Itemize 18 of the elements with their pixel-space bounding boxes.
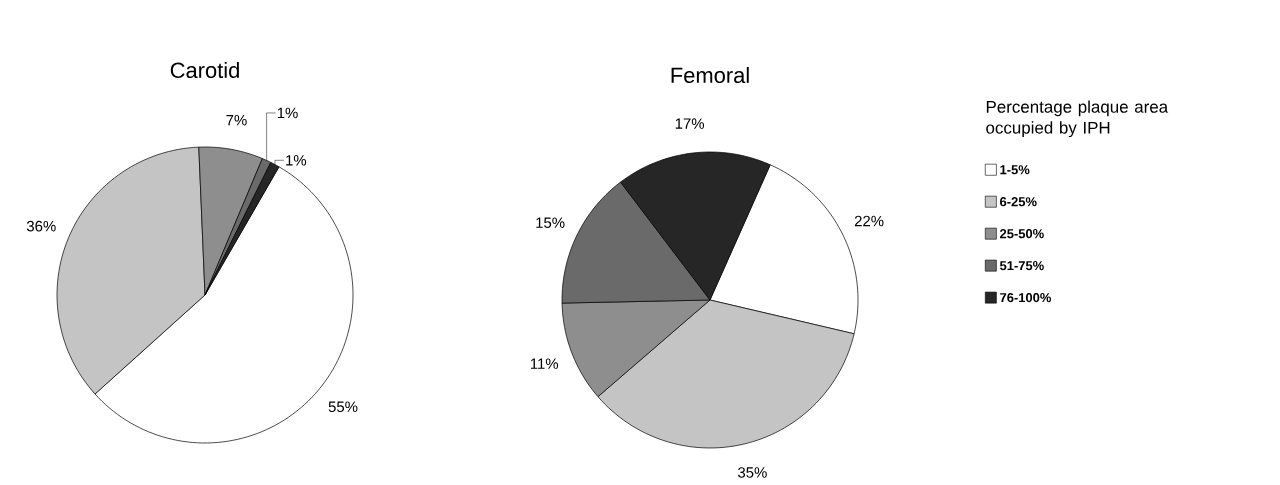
data-label: 36%	[26, 220, 56, 232]
chart-title: Femoral	[671, 66, 749, 84]
data-label: 15%	[536, 217, 565, 228]
legend-label: 1-5%	[1000, 165, 1030, 175]
data-label: 17%	[675, 118, 705, 129]
legend-label: 76-100%	[1000, 293, 1052, 303]
legend-title: Percentage plaque area occupied by IPH	[986, 100, 1169, 138]
chart-title: Carotid	[170, 61, 239, 79]
legend-label: 51-75%	[999, 261, 1044, 271]
data-label: 22%	[854, 215, 884, 227]
data-label: 35%	[737, 467, 767, 478]
legend-label: 25-50%	[1000, 229, 1044, 239]
data-label: 1%	[286, 155, 307, 166]
data-label: 1%	[277, 107, 298, 119]
data-label: 7%	[226, 114, 247, 126]
data-label: 55%	[328, 401, 358, 413]
legend-label: 6-25%	[1000, 197, 1037, 207]
data-label: 11%	[530, 358, 559, 369]
